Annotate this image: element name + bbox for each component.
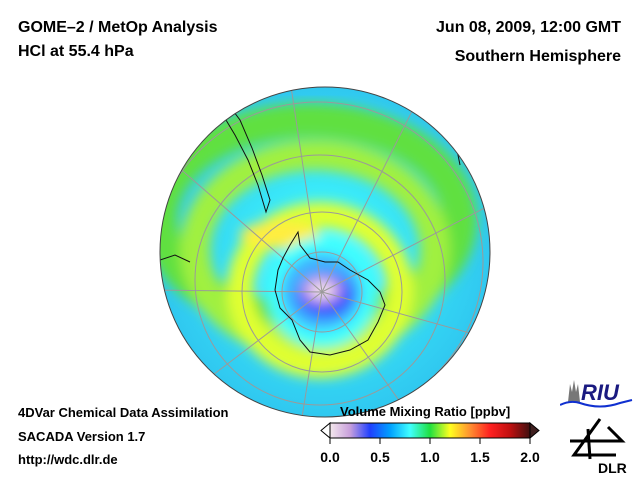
date-label: Jun 08, 2009, 12:00 GMT: [436, 19, 621, 36]
colorbar-tick-label: 0.0: [320, 449, 340, 465]
colorbar-max-arrow: [529, 421, 540, 440]
hcl-field: [160, 87, 490, 417]
title-line1: GOME–2 / MetOp Analysis: [18, 19, 218, 36]
svg-text:DLR: DLR: [598, 460, 627, 475]
colorbar-min-arrow: [320, 421, 331, 440]
colorbar: 0.0 0.5 1.0 1.5 2.0: [320, 421, 540, 465]
footer-line1: 4DVar Chemical Data Assimilation: [18, 405, 229, 420]
colorbar-tick-label: 2.0: [520, 449, 540, 465]
dlr-logo: DLR: [570, 418, 627, 475]
footer-link[interactable]: http://wdc.dlr.de: [18, 452, 118, 467]
colorbar-tick-label: 0.5: [370, 449, 390, 465]
colorbar-tick-label: 1.5: [470, 449, 490, 465]
svg-text:RIU: RIU: [581, 380, 620, 405]
globe-outline: [159, 86, 491, 418]
title-line2: HCl at 55.4 hPa: [18, 43, 134, 60]
region-label: Southern Hemisphere: [454, 48, 621, 65]
colorbar-tick-label: 1.0: [420, 449, 440, 465]
riu-logo: RIU: [560, 380, 633, 408]
colorbar-title: Volume Mixing Ratio [ppbv]: [340, 404, 511, 419]
footer-line2: SACADA Version 1.7: [18, 429, 146, 444]
colorbar-gradient: [329, 422, 531, 439]
